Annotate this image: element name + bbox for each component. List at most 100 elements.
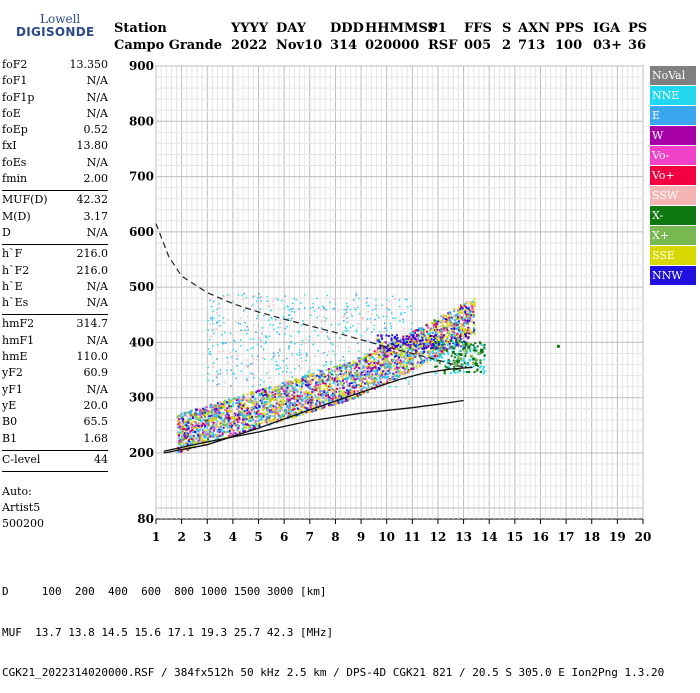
echo-dot [224, 421, 227, 423]
echo-dot [190, 421, 193, 424]
echo-dot [407, 338, 410, 341]
echo-dot [204, 409, 207, 412]
echo-dot [384, 369, 387, 372]
echo-dot [457, 371, 460, 374]
echo-dot [374, 366, 377, 369]
echo-dot [343, 330, 346, 332]
echo-dot [318, 315, 321, 317]
echo-dot [474, 346, 477, 349]
echo-dot [243, 426, 246, 429]
echo-dot [412, 371, 414, 373]
echo-dot [186, 443, 189, 446]
echo-dot [347, 390, 350, 393]
echo-dot [227, 417, 230, 419]
echo-dot [199, 411, 201, 413]
echo-dot [467, 326, 470, 329]
echo-dot [212, 329, 214, 331]
echo-dot [473, 329, 476, 332]
echo-dot [344, 372, 346, 375]
echo-dot [352, 381, 355, 384]
echo-dot [317, 378, 320, 381]
echo-dot [461, 327, 464, 330]
echo-dot [446, 316, 449, 319]
echo-dot [213, 332, 215, 335]
echo-dot [342, 316, 344, 318]
echo-dot [398, 361, 401, 364]
echo-dot [443, 342, 445, 345]
echo-dot [483, 347, 486, 350]
echo-dot [433, 326, 435, 329]
echo-dot [467, 330, 470, 333]
echo-dot [435, 357, 438, 360]
echo-dot [307, 396, 309, 399]
echo-dot [305, 341, 307, 344]
x-tick-label: 13 [455, 530, 472, 544]
echo-dot [245, 414, 248, 416]
echo-dot [381, 337, 384, 340]
echo-dot [293, 389, 295, 392]
echo-dot [233, 421, 235, 424]
echo-dot [380, 377, 383, 380]
echo-dot [449, 340, 452, 342]
echo-dot [430, 335, 433, 337]
echo-dot [270, 392, 273, 394]
echo-dot [450, 334, 453, 337]
echo-dot [197, 416, 200, 419]
echo-dot [207, 329, 209, 331]
echo-dot [214, 417, 217, 420]
echo-dot [195, 441, 198, 444]
echo-dot [288, 314, 291, 316]
echo-dot [305, 359, 307, 362]
echo-dot [393, 365, 396, 368]
echo-dot [350, 378, 353, 381]
echo-dot [198, 432, 200, 435]
echo-dot [376, 314, 378, 316]
echo-dot [376, 334, 379, 337]
echo-dot [306, 410, 309, 413]
echo-dot [367, 373, 370, 376]
echo-dot [202, 407, 205, 410]
echo-dot [456, 323, 459, 326]
echo-dot [355, 366, 358, 369]
echo-dot [340, 367, 343, 370]
echo-dot [328, 377, 331, 379]
echo-dot [289, 410, 292, 413]
echo-dot [386, 358, 389, 361]
echo-dot [233, 417, 236, 420]
echo-dot [280, 319, 282, 321]
echo-dot [208, 352, 210, 355]
echo-dot [198, 429, 201, 432]
param-divider [2, 244, 108, 246]
echo-dot [446, 321, 449, 324]
echo-dot [186, 415, 189, 418]
echo-dot [302, 391, 305, 394]
echo-dot [400, 344, 403, 347]
param-row: yE 20.0 [2, 399, 108, 415]
echo-dot [226, 362, 229, 364]
echo-dot [442, 324, 444, 327]
echo-dot [260, 341, 263, 343]
echo-dot [410, 367, 413, 370]
echo-dot [324, 320, 326, 322]
echo-dot [290, 371, 292, 374]
echo-dot [265, 416, 268, 419]
echo-dot [425, 339, 428, 342]
echo-dot [189, 437, 192, 440]
echo-dot [401, 341, 404, 344]
echo-dot [391, 334, 394, 337]
echo-dot [263, 391, 266, 394]
echo-dot [233, 372, 236, 375]
echo-dot [316, 388, 319, 391]
echo-dot [461, 337, 464, 340]
echo-dot [218, 383, 220, 385]
echo-dot [415, 353, 418, 356]
echo-dot [223, 295, 225, 298]
echo-dot [449, 363, 452, 366]
echo-dot [228, 421, 231, 424]
plot-frame [155, 65, 644, 520]
echo-dot [233, 339, 235, 342]
echo-dot [469, 332, 472, 335]
echo-dot [222, 350, 225, 353]
echo-dot [373, 359, 375, 362]
echo-dot [247, 329, 249, 331]
